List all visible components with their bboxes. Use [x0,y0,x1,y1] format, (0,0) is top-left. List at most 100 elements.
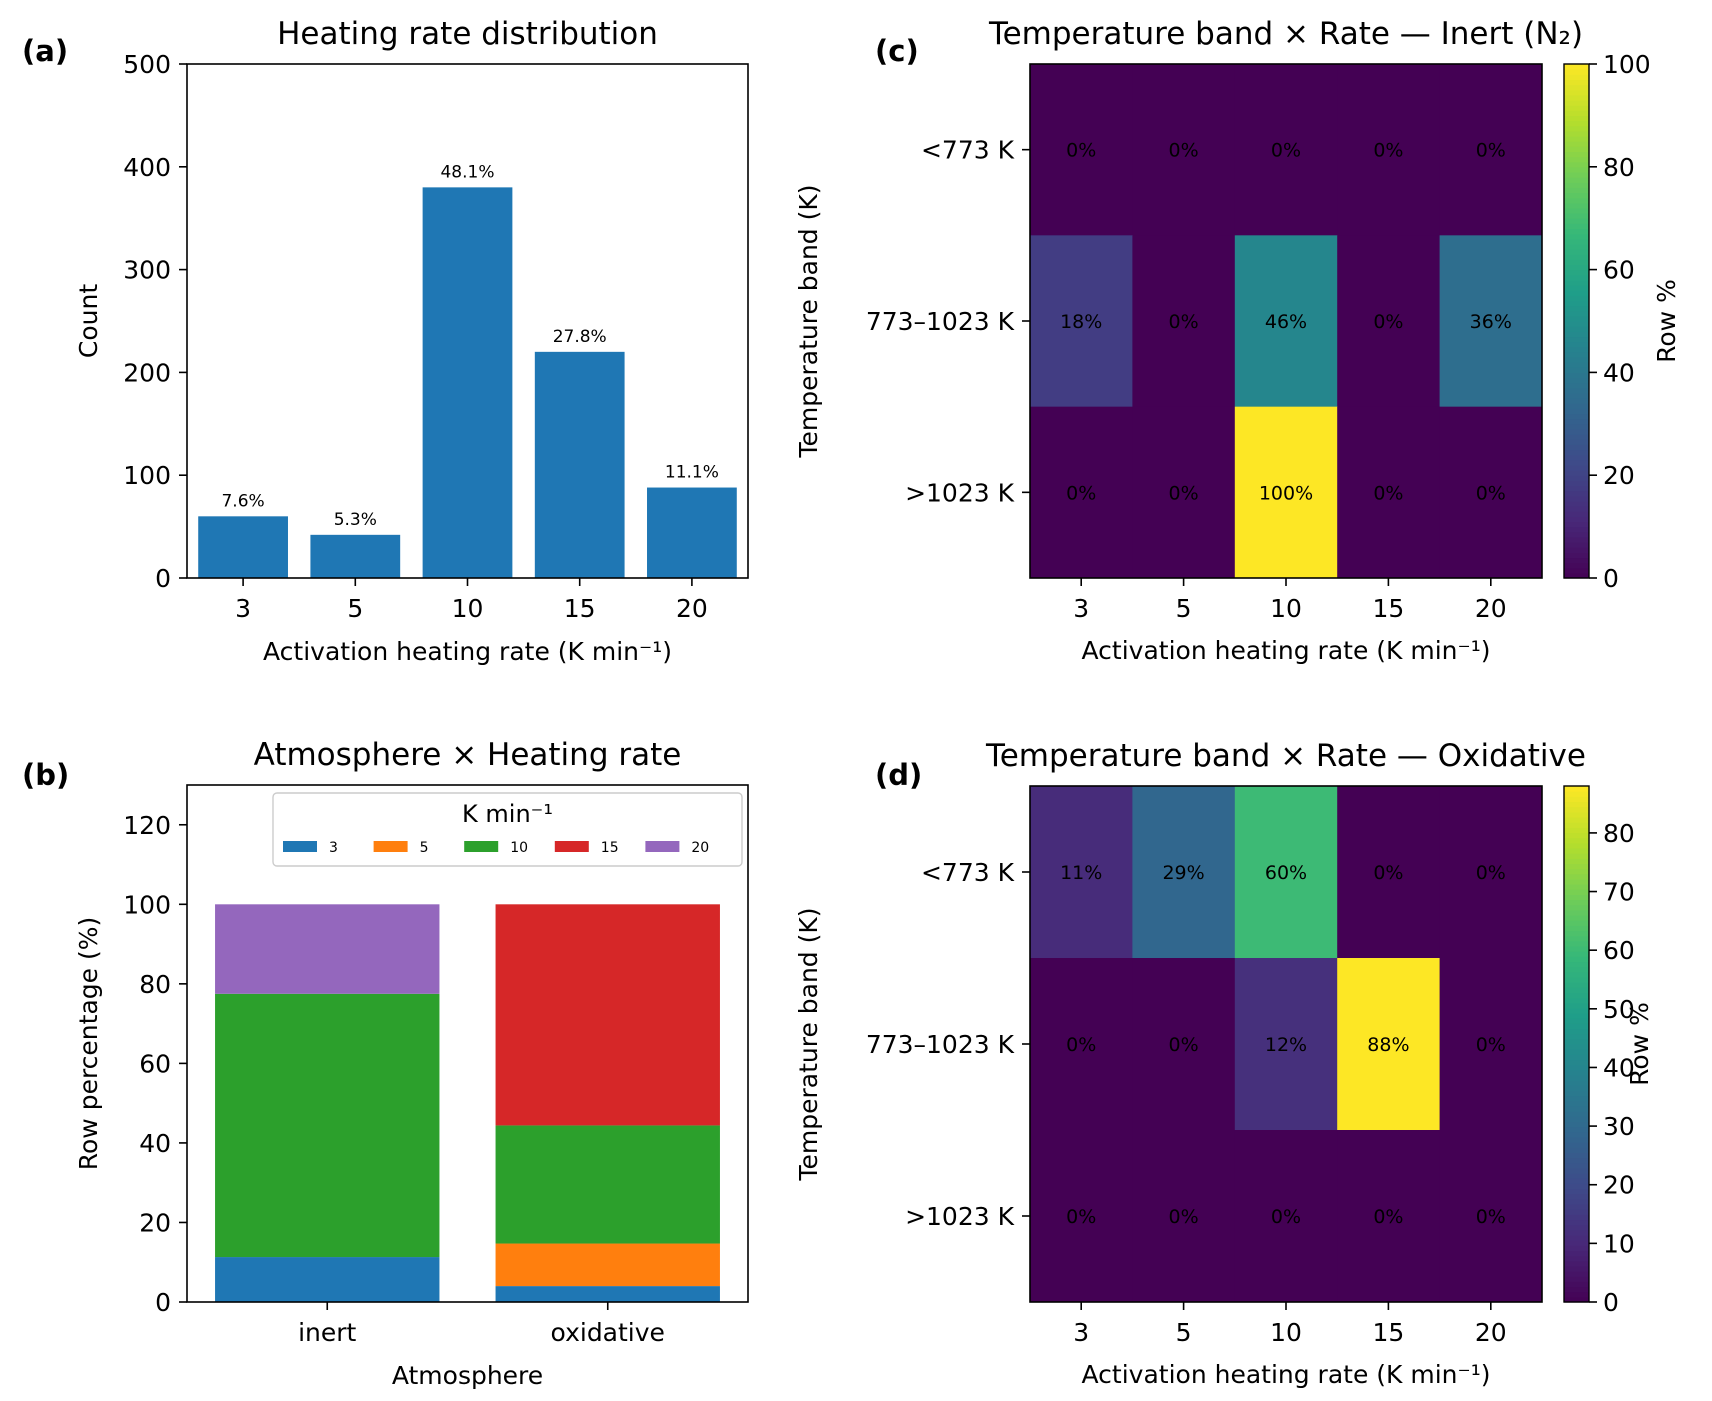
cell-label: 60% [1265,862,1307,884]
axes-frame [186,784,749,1303]
cell-label: 36% [1470,311,1512,333]
bar-segment [215,904,440,994]
y-tick-label: 0 [155,1288,171,1317]
colorbar-band [1564,1291,1589,1298]
bar-segment [495,1243,720,1287]
colorbar-band [1564,115,1589,122]
colorbar-tick-label: 50 [1603,995,1635,1024]
colorbar-band [1564,1033,1589,1040]
colorbar-band [1564,418,1589,425]
colorbar-band [1564,1229,1589,1236]
heatmap-cell [1030,786,1133,959]
bar [422,187,513,579]
colorbar-tick-label: 20 [1603,1171,1635,1200]
x-tick-label: 3 [1073,1318,1089,1347]
cell-label: 0% [1476,1206,1506,1228]
colorbar-band [1564,552,1589,559]
colorbar-band [1564,249,1589,255]
colorbar-band [1564,791,1589,797]
heatmap-cell [1234,406,1338,579]
colorbar-band [1564,444,1589,451]
bar-segment [495,1286,720,1302]
colorbar-band [1564,899,1589,906]
colorbar-band [1564,99,1589,106]
colorbar-band [1564,1152,1589,1159]
heatmap-cell [1132,64,1236,236]
y-tick-label: 80 [139,970,171,999]
colorbar-band [1564,940,1589,947]
bar [647,487,737,578]
colorbar-band [1564,449,1589,456]
colorbar-band [1564,1038,1589,1045]
heatmap-cell [1337,1130,1441,1303]
colorbar-band [1564,1105,1589,1112]
colorbar-band [1564,413,1589,420]
colorbar-tick-label: 40 [1603,358,1635,387]
colorbar-band [1564,156,1589,163]
bar [310,534,401,578]
colorbar-band [1564,177,1589,183]
heatmap-cell [1439,235,1543,408]
colorbar-band [1564,1178,1589,1184]
colorbar-band [1564,197,1589,204]
colorbar-band [1564,822,1589,828]
colorbar-band [1564,1044,1589,1050]
colorbar-band [1564,166,1589,173]
colorbar-band [1564,1059,1589,1066]
x-tick-label: 15 [1372,1318,1404,1347]
legend-entry: 10 [510,840,528,856]
cell-label: 0% [1271,1206,1301,1228]
x-tick-label: 5 [1176,1318,1192,1347]
x-tick-label: 15 [1372,594,1404,623]
colorbar-band [1564,434,1589,440]
y-tick-label: >1023 K [905,478,1015,507]
colorbar-band [1564,1116,1589,1122]
cell-label: 0% [1066,140,1096,162]
legend: K min⁻¹ 3 5 10 15 20 [272,792,743,867]
colorbar-band [1564,202,1589,209]
x-tick-label: 10 [452,594,484,623]
colorbar-band [1564,151,1589,158]
colorbar-band [1564,223,1589,230]
colorbar-band [1564,213,1589,219]
colorbar-band [1564,1100,1589,1107]
colorbar-band [1564,321,1589,327]
y-tick-label: 100 [123,461,171,490]
colorbar-band [1564,403,1589,409]
y-tick-label: 120 [123,811,171,840]
colorbar-band [1564,475,1589,481]
colorbar-band [1564,920,1589,926]
colorbar-band [1564,1167,1589,1174]
colorbar-band [1564,945,1589,952]
cell-label: 0% [1169,1034,1199,1056]
colorbar-band [1564,1173,1589,1179]
colorbar-band [1564,310,1589,317]
chart-title: Heating rate distribution [277,16,658,52]
colorbar-band [1564,806,1589,813]
x-tick-label: 20 [1475,1318,1507,1347]
colorbar-tick-label: 0 [1603,1288,1619,1317]
x-tick-label: 15 [564,594,596,623]
colorbar-band [1564,1111,1589,1117]
heatmap-cell [1439,958,1543,1131]
x-tick-label: oxidative [551,1318,665,1347]
colorbar-band [1564,827,1589,834]
colorbar-band [1564,1286,1589,1293]
y-tick-label: 40 [139,1129,171,1158]
colorbar-band [1564,387,1589,394]
colorbar-band [1564,547,1589,553]
colorbar-tick-label: 100 [1603,50,1651,79]
colorbar-band [1564,1142,1589,1148]
heatmap-cell [1439,786,1543,959]
colorbar-band [1564,1265,1589,1272]
colorbar-tick-label: 40 [1603,1053,1635,1082]
data-label: 27.8% [553,327,607,347]
y-tick-label: 60 [139,1049,171,1078]
colorbar-band [1564,120,1589,127]
colorbar-tick-label: 70 [1603,878,1635,907]
colorbar-band [1564,516,1589,523]
colorbar-band [1564,889,1589,895]
colorbar-band [1564,1023,1589,1030]
colorbar-band [1564,801,1589,808]
colorbar-band [1564,1049,1589,1055]
